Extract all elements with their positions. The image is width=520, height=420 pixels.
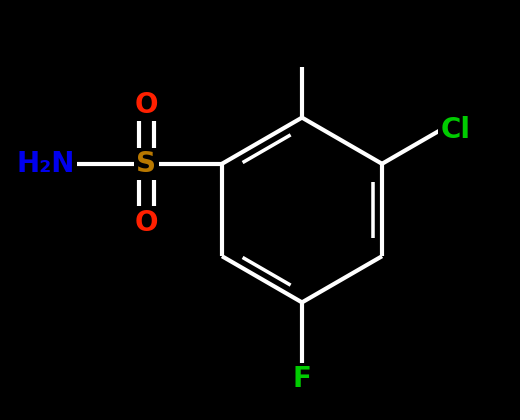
Text: O: O xyxy=(135,209,158,236)
Text: H₂N: H₂N xyxy=(17,150,75,178)
Text: S: S xyxy=(136,150,157,178)
Text: Cl: Cl xyxy=(440,116,470,144)
Text: O: O xyxy=(135,91,158,119)
Text: F: F xyxy=(293,365,311,394)
